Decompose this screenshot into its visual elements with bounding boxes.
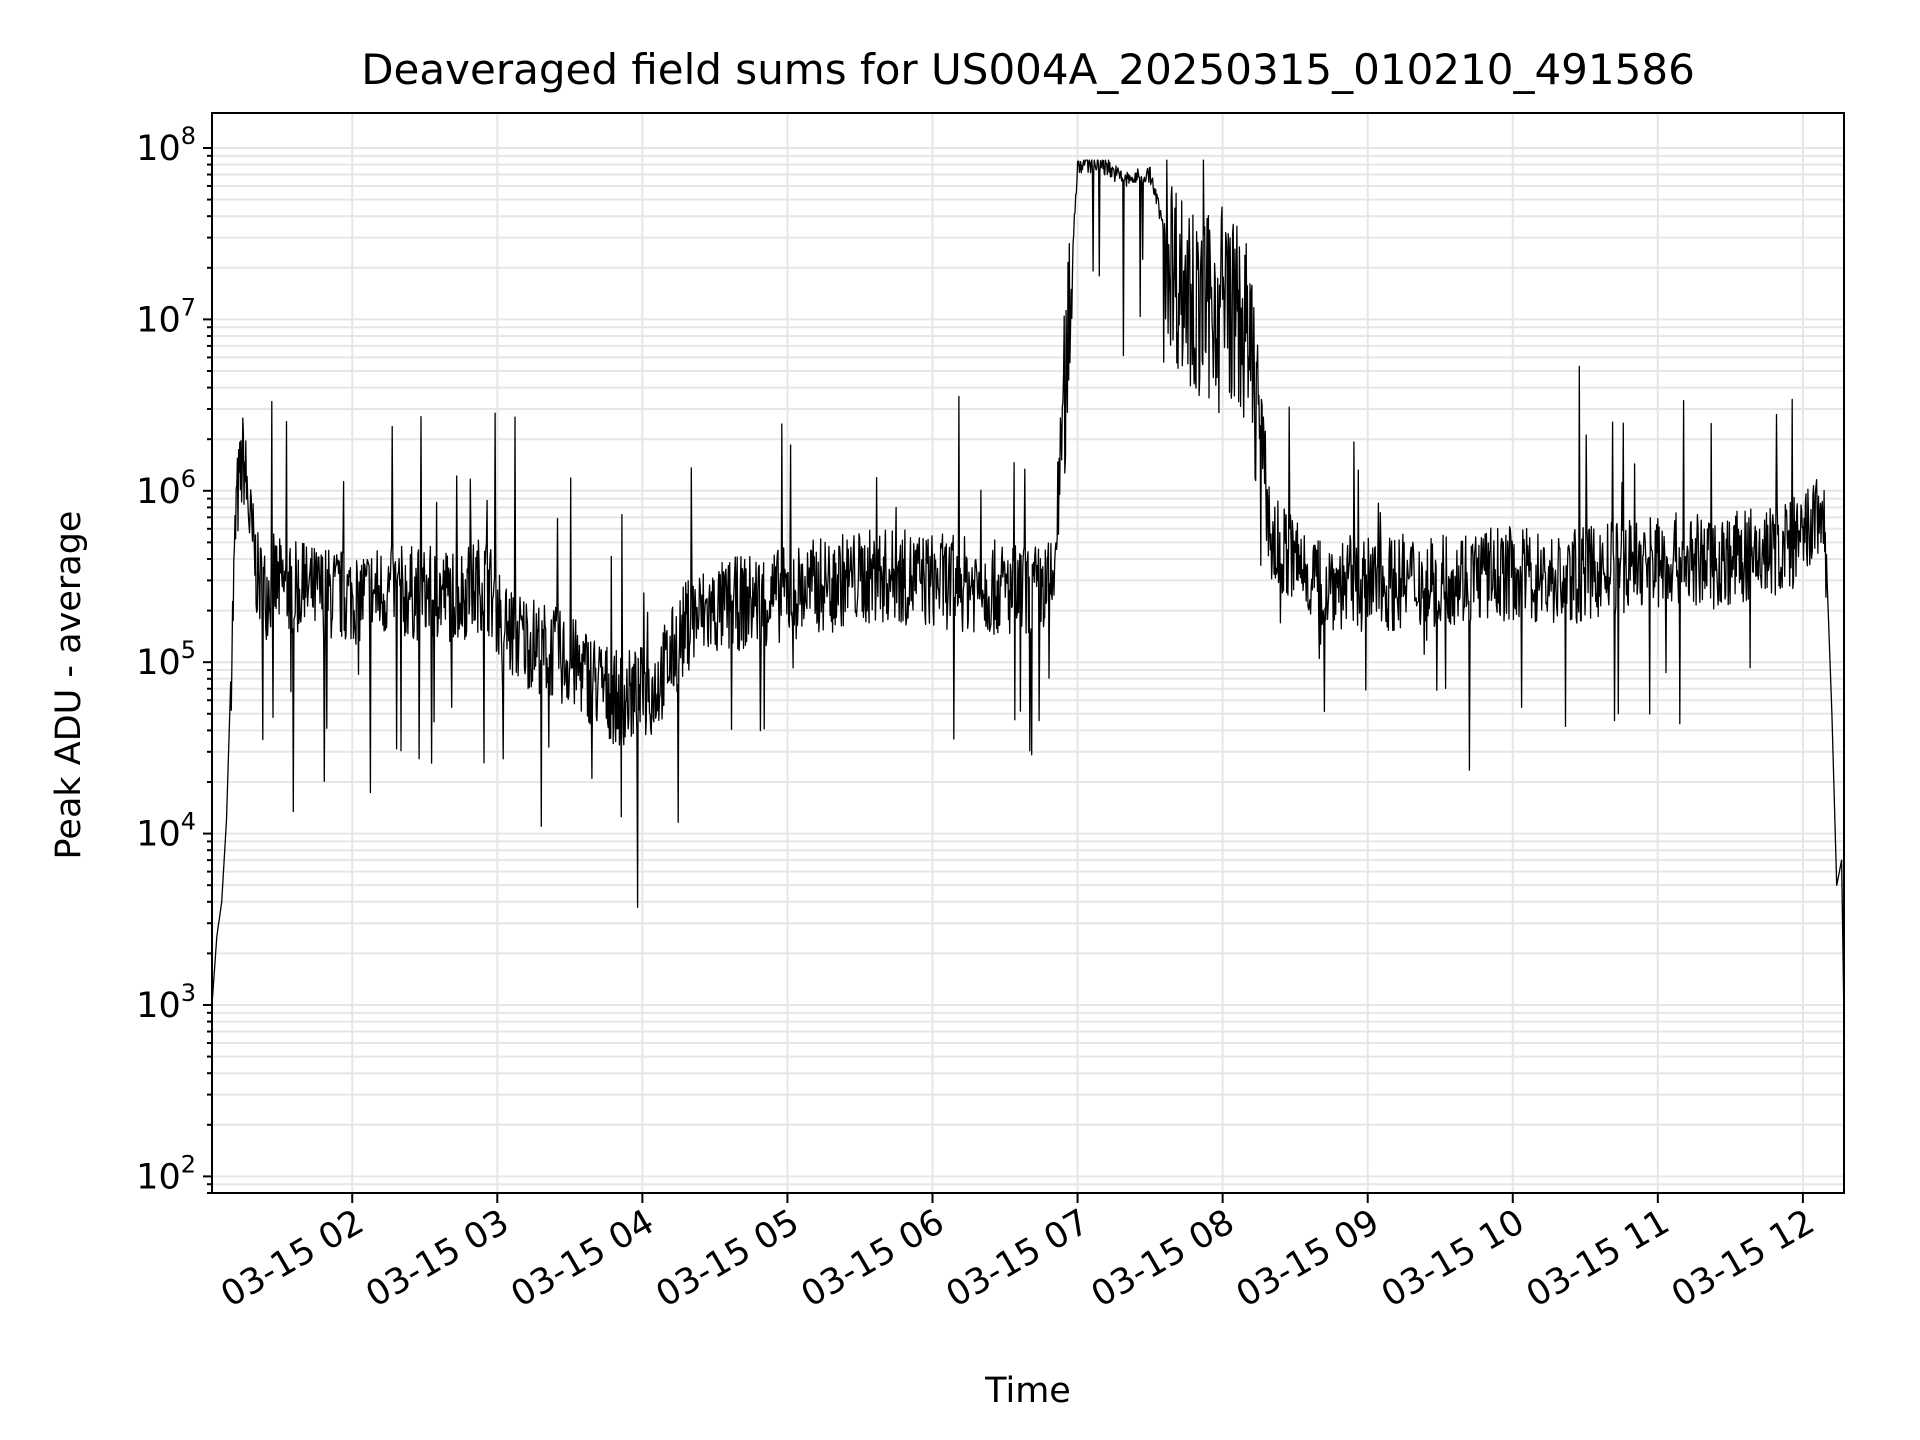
- series-line-0: [212, 159, 1844, 1022]
- series-layer: [212, 159, 1844, 1022]
- chart-title: Deaveraged field sums for US004A_2025031…: [361, 45, 1695, 94]
- y-tick-label: 103: [136, 979, 196, 1026]
- y-tick-label: 106: [136, 465, 196, 512]
- y-tick-label: 104: [136, 808, 196, 855]
- x-axis-label: Time: [984, 1371, 1071, 1411]
- y-tick-label: 108: [136, 122, 196, 169]
- y-axis: 102 103 104 105 106 107 108: [136, 122, 212, 1197]
- y-tick-label: 105: [136, 636, 196, 683]
- y-tick-label: 107: [136, 293, 196, 340]
- y-tick-label: 102: [136, 1150, 196, 1197]
- y-axis-label: Peak ADU - average: [49, 511, 89, 860]
- grid-layer: [212, 113, 1844, 1194]
- plot-frame: [211, 112, 1845, 1194]
